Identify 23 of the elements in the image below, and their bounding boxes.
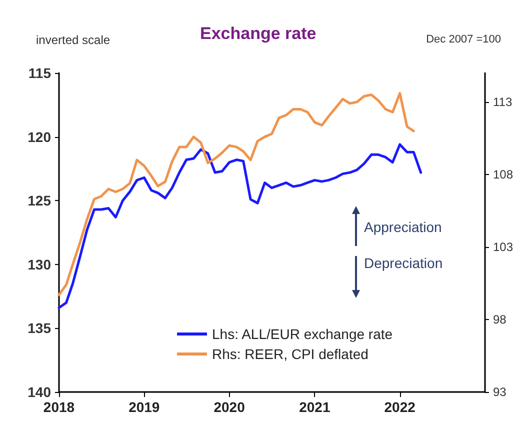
y-tick-label: 120 [28, 128, 52, 145]
text: inverted scale [36, 33, 110, 47]
y-tick-label: 135 [28, 320, 52, 336]
y2-tick-label: 103 [493, 240, 514, 254]
y2-tick-label: 98 [493, 312, 507, 326]
legend-label: Rhs: REER, CPI deflated [212, 346, 368, 362]
x-tick-label: 2018 [43, 399, 75, 415]
x-tick-label: 2022 [384, 399, 416, 415]
x-tick-label: 2021 [299, 399, 330, 415]
text: Dec 2007 =100 [426, 34, 501, 46]
annotation: Depreciation [364, 255, 443, 271]
x-tick-label: 2020 [214, 399, 246, 415]
annotation: Appreciation [364, 219, 442, 235]
legend-label: Lhs: ALL/EUR exchange rate [212, 326, 393, 342]
chart-title: Exchange rate [200, 24, 316, 43]
y-tick-label: 130 [28, 256, 52, 272]
y-tick-label: 140 [28, 384, 52, 400]
y2-tick-label: 93 [493, 385, 507, 399]
x-tick-label: 2019 [128, 399, 160, 415]
y2-tick-label: 113 [493, 95, 512, 109]
y-tick-label: 115 [28, 65, 52, 81]
y-tick-label: 125 [28, 192, 52, 209]
y2-tick-label: 108 [493, 168, 514, 182]
